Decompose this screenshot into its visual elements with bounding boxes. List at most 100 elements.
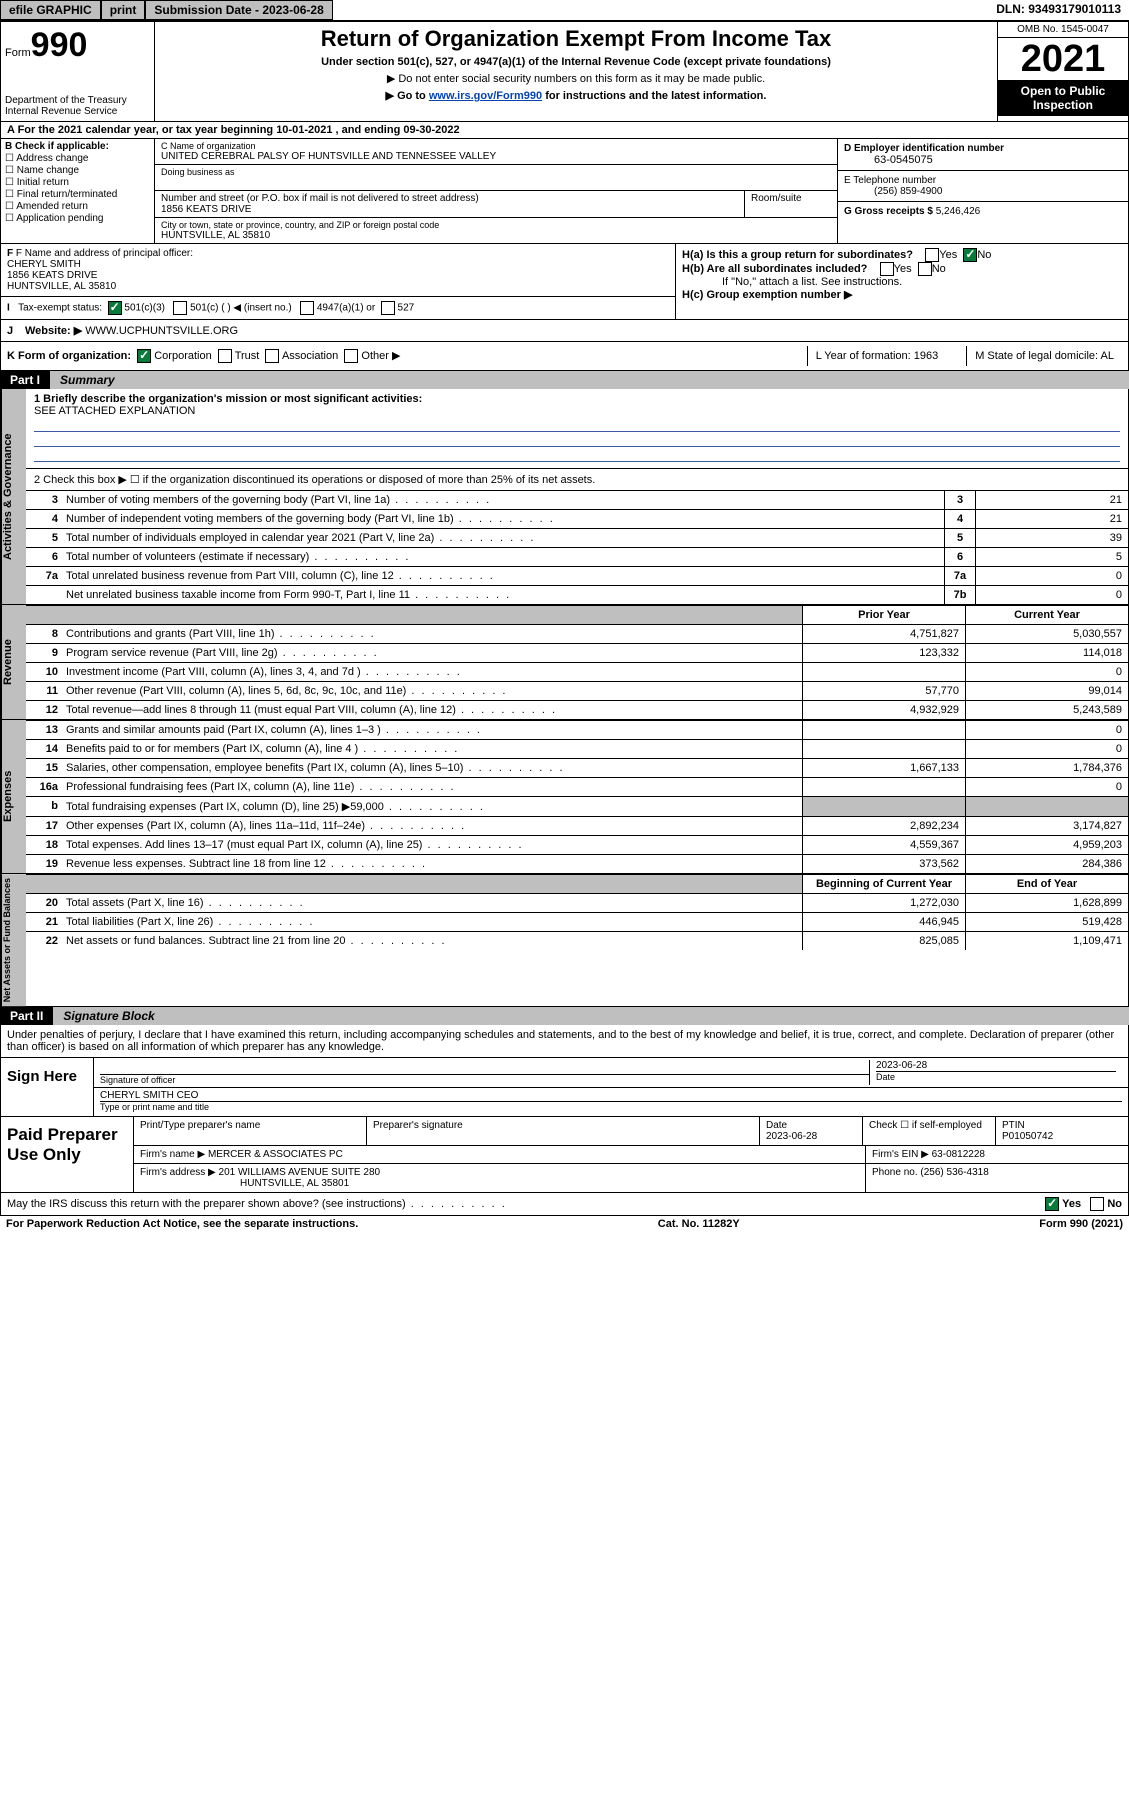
chk-app[interactable]: ☐ Application pending — [5, 213, 150, 224]
omb-number: OMB No. 1545-0047 — [998, 22, 1128, 38]
part1-label: Part I — [0, 371, 50, 389]
note2-pre: ▶ Go to — [386, 90, 429, 102]
chk-amended[interactable]: ☐ Amended return — [5, 201, 150, 212]
bcy-hdr: Beginning of Current Year — [802, 875, 965, 893]
ein-val: 63-0545075 — [844, 154, 1122, 166]
part1-header: Part I Summary — [0, 371, 1129, 389]
date-lbl: Date — [876, 1071, 1116, 1082]
pp-date-lbl: Date — [766, 1120, 787, 1131]
irs-discuss: May the IRS discuss this return with the… — [0, 1193, 1129, 1216]
q1-label: 1 Briefly describe the organization's mi… — [34, 393, 422, 405]
hb-no-chk[interactable] — [918, 262, 932, 276]
table-row: 6Total number of volunteers (estimate if… — [26, 547, 1128, 566]
paid-label: Paid Preparer Use Only — [1, 1117, 134, 1192]
declaration: Under penalties of perjury, I declare th… — [1, 1025, 1128, 1057]
table-row: 7aTotal unrelated business revenue from … — [26, 566, 1128, 585]
ha-no-chk[interactable] — [963, 248, 977, 262]
table-row: 16aProfessional fundraising fees (Part I… — [26, 777, 1128, 796]
ha-yes-chk[interactable] — [925, 248, 939, 262]
vtab-net: Net Assets or Fund Balances — [1, 874, 26, 1006]
print-button[interactable]: print — [101, 0, 146, 20]
prior-year-hdr: Prior Year — [802, 606, 965, 624]
firm-addr2: HUNTSVILLE, AL 35801 — [140, 1178, 349, 1189]
part1-exp: Expenses 13Grants and similar amounts pa… — [0, 720, 1129, 874]
table-row: 13Grants and similar amounts paid (Part … — [26, 720, 1128, 739]
f-label: F Name and address of principal officer: — [16, 248, 193, 259]
footer-right: Form 990 (2021) — [1039, 1218, 1123, 1230]
table-row: 12Total revenue—add lines 8 through 11 (… — [26, 700, 1128, 719]
sign-here: Sign Here — [1, 1058, 94, 1116]
submission-date: Submission Date - 2023-06-28 — [145, 0, 332, 20]
q1-val: SEE ATTACHED EXPLANATION — [34, 405, 1120, 417]
form-note1: ▶ Do not enter social security numbers o… — [159, 72, 993, 85]
part1-title: Summary — [50, 371, 1129, 389]
eoy-hdr: End of Year — [965, 875, 1128, 893]
part2-title: Signature Block — [53, 1007, 1129, 1025]
vtab-exp: Expenses — [1, 720, 26, 873]
opt-trust: Trust — [235, 350, 260, 362]
dept-label: Department of the Treasury Internal Reve… — [5, 95, 150, 117]
firm-name-lbl: Firm's name ▶ — [140, 1149, 205, 1160]
table-row: 17Other expenses (Part IX, column (A), l… — [26, 816, 1128, 835]
table-row: 3Number of voting members of the governi… — [26, 490, 1128, 509]
note2-post: for instructions and the latest informat… — [542, 90, 766, 102]
discuss-yes-chk[interactable] — [1045, 1197, 1059, 1211]
l-year: L Year of formation: 1963 — [807, 346, 947, 366]
officer-name-title: CHERYL SMITH CEO — [100, 1090, 1122, 1101]
form-note2: ▶ Go to www.irs.gov/Form990 for instruct… — [159, 89, 993, 102]
chk-corp[interactable] — [137, 349, 151, 363]
pp-sig-lbl: Preparer's signature — [367, 1117, 760, 1145]
hb-yes-chk[interactable] — [880, 262, 894, 276]
org-name: UNITED CEREBRAL PALSY OF HUNTSVILLE AND … — [161, 151, 831, 162]
table-row: 21Total liabilities (Part X, line 26)446… — [26, 912, 1128, 931]
phone-lbl: Phone no. — [872, 1167, 918, 1178]
chk-assoc[interactable] — [265, 349, 279, 363]
d-label: D Employer identification number — [844, 143, 1122, 154]
form-number: 990 — [31, 26, 88, 64]
pp-phone: (256) 536-4318 — [920, 1167, 988, 1178]
line-klm: K Form of organization: Corporation Trus… — [0, 342, 1129, 371]
pp-chk[interactable]: Check ☐ if self-employed — [863, 1117, 996, 1145]
chk-final[interactable]: ☐ Final return/terminated — [5, 189, 150, 200]
efile-button[interactable]: efile GRAPHIC — [0, 0, 101, 20]
website-val: WWW.UCPHUNTSVILLE.ORG — [85, 325, 238, 337]
part2-label: Part II — [0, 1007, 53, 1025]
chk-4947[interactable] — [300, 301, 314, 315]
chk-527[interactable] — [381, 301, 395, 315]
chk-501c3[interactable] — [108, 301, 122, 315]
footer-left: For Paperwork Reduction Act Notice, see … — [6, 1218, 358, 1230]
chk-trust[interactable] — [218, 349, 232, 363]
hb-note: If "No," attach a list. See instructions… — [682, 276, 1122, 288]
form-word: Form — [5, 47, 31, 59]
open-public: Open to Public Inspection — [998, 80, 1128, 116]
footer-mid: Cat. No. 11282Y — [658, 1218, 740, 1230]
line-j: J Website: ▶ WWW.UCPHUNTSVILLE.ORG — [0, 320, 1129, 342]
opt-other: Other ▶ — [361, 350, 400, 362]
discuss-no: No — [1107, 1198, 1122, 1210]
ptin-val: P01050742 — [1002, 1131, 1053, 1142]
city-label: City or town, state or province, country… — [161, 220, 831, 230]
table-row: 14Benefits paid to or for members (Part … — [26, 739, 1128, 758]
paid-preparer: Paid Preparer Use Only Print/Type prepar… — [0, 1117, 1129, 1193]
ha-label: H(a) Is this a group return for subordin… — [682, 249, 913, 261]
g-label: G Gross receipts $ — [844, 206, 933, 217]
table-row: 8Contributions and grants (Part VIII, li… — [26, 624, 1128, 643]
irs-link[interactable]: www.irs.gov/Form990 — [429, 90, 542, 102]
signature-block: Under penalties of perjury, I declare th… — [0, 1025, 1129, 1117]
hc-label: H(c) Group exemption number ▶ — [682, 289, 852, 301]
topbar: efile GRAPHIC print Submission Date - 20… — [0, 0, 1129, 21]
rev-header: Prior Year Current Year — [26, 605, 1128, 624]
chk-address[interactable]: ☐ Address change — [5, 153, 150, 164]
vtab-gov: Activities & Governance — [1, 389, 26, 604]
discuss-no-chk[interactable] — [1090, 1197, 1104, 1211]
dln: DLN: 93493179010113 — [988, 0, 1129, 20]
page-footer: For Paperwork Reduction Act Notice, see … — [0, 1216, 1129, 1232]
chk-initial[interactable]: ☐ Initial return — [5, 177, 150, 188]
k-label: K Form of organization: — [7, 350, 131, 362]
chk-501c[interactable] — [173, 301, 187, 315]
city-val: HUNTSVILLE, AL 35810 — [161, 230, 831, 241]
firm-name: MERCER & ASSOCIATES PC — [208, 1149, 343, 1160]
chk-name[interactable]: ☐ Name change — [5, 165, 150, 176]
chk-other[interactable] — [344, 349, 358, 363]
table-row: 18Total expenses. Add lines 13–17 (must … — [26, 835, 1128, 854]
